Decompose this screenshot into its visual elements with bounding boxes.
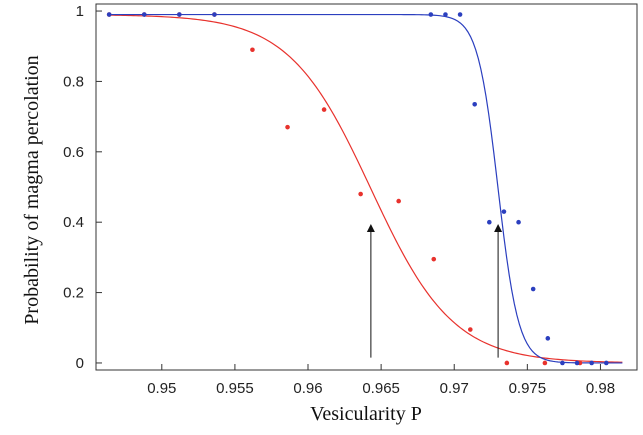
- data-point-series-1: [542, 360, 548, 366]
- data-point-series-2: [545, 336, 551, 341]
- data-point-series-2: [457, 12, 463, 17]
- data-point-series-2: [177, 12, 182, 17]
- data-point-series-2: [141, 12, 147, 17]
- data-point-series-1: [468, 327, 473, 332]
- y-axis-ticks: 0 0.2 0.4 0.6 0.8 1: [63, 3, 102, 372]
- y-tick-label: 0.4: [63, 214, 84, 231]
- data-point-series-2: [516, 219, 521, 225]
- arrow-head: [366, 223, 375, 232]
- data-point-series-1: [504, 360, 510, 366]
- data-point-series-2: [589, 360, 594, 366]
- data-point-series-2: [603, 360, 609, 366]
- data-point-series-2: [530, 286, 536, 292]
- fit-curves: [107, 13, 623, 364]
- x-tick-label: 0.98: [586, 380, 615, 397]
- data-points: [106, 12, 609, 366]
- data-point-series-1: [396, 198, 401, 204]
- y-tick-label: 0.6: [63, 144, 84, 161]
- y-tick-label: 0: [76, 355, 84, 372]
- fit-curve-2: [107, 13, 623, 364]
- y-tick-label: 0.8: [63, 73, 84, 90]
- data-point-series-2: [212, 12, 217, 17]
- data-point-series-2: [574, 360, 580, 366]
- x-tick-label: 0.965: [362, 380, 400, 397]
- data-point-series-2: [560, 360, 565, 366]
- data-point-series-1: [285, 124, 290, 130]
- x-tick-label: 0.96: [293, 380, 322, 397]
- data-point-series-1: [431, 256, 437, 262]
- data-point-series-2: [472, 101, 478, 107]
- x-axis-title: Vesicularity P: [310, 403, 422, 425]
- x-tick-label: 0.97: [440, 380, 469, 397]
- fit-curve-1: [107, 14, 623, 363]
- x-tick-label: 0.975: [509, 380, 547, 397]
- arrow-head: [494, 223, 503, 232]
- x-tick-label: 0.955: [216, 380, 254, 397]
- x-tick-label: 0.95: [147, 380, 176, 397]
- x-axis-ticks: 0.95 0.955 0.96 0.965 0.97 0.975 0.98: [147, 364, 615, 397]
- arrow-annotations: [366, 223, 503, 358]
- y-tick-label: 0.2: [63, 285, 84, 302]
- data-point-series-2: [487, 219, 492, 225]
- y-tick-label: 1: [76, 3, 84, 20]
- data-point-series-1: [321, 107, 327, 112]
- y-axis-title: Probability of magma percolation: [21, 55, 43, 324]
- data-point-series-2: [106, 12, 112, 17]
- plot-frame: [95, 3, 638, 371]
- data-point-series-2: [443, 12, 448, 17]
- data-point-series-1: [250, 47, 255, 53]
- data-point-series-2: [428, 12, 434, 17]
- data-point-series-1: [358, 191, 363, 197]
- data-point-series-2: [501, 209, 507, 214]
